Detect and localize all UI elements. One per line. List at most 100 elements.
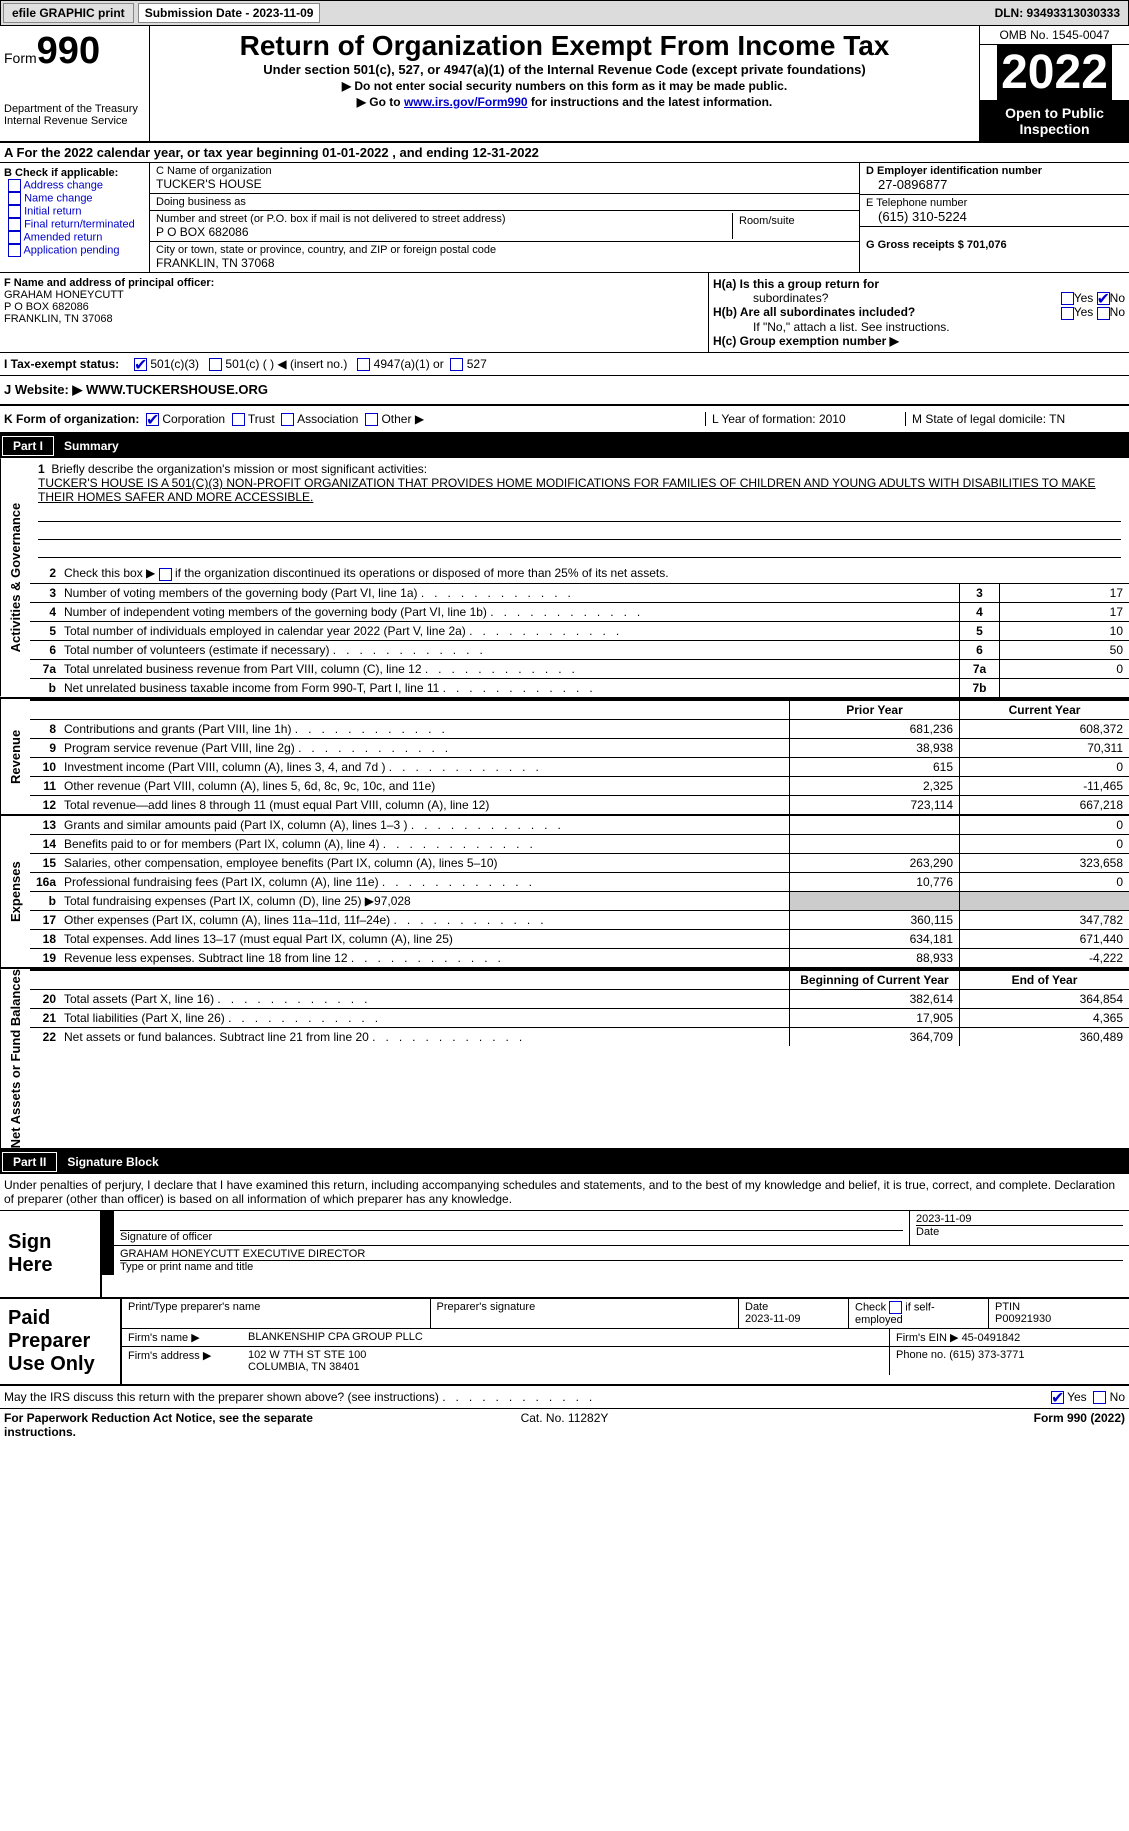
l6-desc: Total number of volunteers (estimate if … [60,641,959,659]
section-net-assets: Net Assets or Fund Balances Beginning of… [0,969,1129,1150]
part1-num: Part I [2,436,54,456]
prep-date: 2023-11-09 [745,1313,800,1325]
col-f-officer: F Name and address of principal officer:… [0,273,709,352]
part1-header: Part I Summary [0,434,1129,458]
paperwork-notice: For Paperwork Reduction Act Notice, see … [4,1411,378,1439]
hb-yes-no[interactable]: Yes No [1061,305,1125,319]
l3-val: 17 [999,584,1129,602]
row-k-org-form: K Form of organization: Corporation Trus… [0,406,1129,434]
section-activities-governance: Activities & Governance 1 Briefly descri… [0,458,1129,698]
officer-label: F Name and address of principal officer: [4,277,704,289]
firm-phone: (615) 373-3771 [949,1349,1024,1361]
officer-name-title: GRAHAM HONEYCUTT EXECUTIVE DIRECTOR [120,1248,1123,1261]
cb-527[interactable]: 527 [450,357,486,371]
col-b-checkboxes: B Check if applicable: Address change Na… [0,163,150,272]
paid-preparer-area: Paid Preparer Use Only Print/Type prepar… [0,1299,1129,1386]
cb-address-change[interactable]: Address change [8,179,145,192]
arrow-icon [102,1211,114,1245]
arrow-icon [102,1246,114,1275]
vlabel-expenses: Expenses [0,816,30,967]
l5-val: 10 [999,622,1129,640]
part2-title: Signature Block [59,1153,1129,1171]
officer-addr: P O BOX 682086 [4,301,704,313]
cb-amended-return[interactable]: Amended return [8,231,145,244]
cb-other[interactable]: Other ▶ [365,412,424,426]
addr-value: P O BOX 682086 [156,225,732,239]
row-a-calendar-year: A For the 2022 calendar year, or tax yea… [0,143,1129,163]
city-label: City or town, state or province, country… [156,244,853,256]
cb-trust[interactable]: Trust [232,412,275,426]
l5-desc: Total number of individuals employed in … [60,622,959,640]
self-employed[interactable]: Check if self-employed [849,1299,989,1328]
cb-final-return[interactable]: Final return/terminated [8,218,145,231]
header-line2: ▶ Go to www.irs.gov/Form990 for instruct… [154,95,975,109]
eoy-hdr: End of Year [959,971,1129,989]
part2-num: Part II [2,1152,57,1172]
dln: DLN: 93493313030333 [995,6,1126,20]
declaration-text: Under penalties of perjury, I declare th… [0,1174,1129,1211]
hc-label: H(c) Group exemption number ▶ [713,334,1125,348]
ha-yes-no[interactable]: Yes No [1061,291,1125,305]
l4-desc: Number of independent voting members of … [60,603,959,621]
officer-name: GRAHAM HONEYCUTT [4,289,704,301]
org-name: TUCKER'S HOUSE [156,177,853,191]
l7a-desc: Total unrelated business revenue from Pa… [60,660,959,678]
cb-501c3[interactable]: 501(c)(3) [134,357,199,371]
dba-label: Doing business as [156,196,853,208]
cb-4947[interactable]: 4947(a)(1) or [357,357,443,371]
sig-date-label: Date [916,1226,1123,1238]
form-number: 990 [37,30,100,72]
form-label: Form [4,50,37,66]
l7b-desc: Net unrelated business taxable income fr… [60,679,959,697]
officer-city: FRANKLIN, TN 37068 [4,313,704,325]
l3-desc: Number of voting members of the governin… [60,584,959,602]
omb-number: OMB No. 1545-0047 [980,26,1129,45]
sign-here-label: Sign Here [0,1211,100,1297]
section-f-h: F Name and address of principal officer:… [0,273,1129,353]
addr-label: Number and street (or P.O. box if mail i… [156,213,732,225]
part1-title: Summary [56,437,1129,455]
ein-value: 27-0896877 [866,177,1123,192]
form-ref: Form 990 (2022) [751,1411,1125,1439]
cb-application-pending[interactable]: Application pending [8,244,145,257]
top-toolbar: efile GRAPHIC print Submission Date - 20… [0,0,1129,26]
cb-name-change[interactable]: Name change [8,192,145,205]
prep-sig-hdr: Preparer's signature [431,1299,740,1328]
l7a-val: 0 [999,660,1129,678]
cb-501c[interactable]: 501(c) ( ) ◀ (insert no.) [209,357,347,371]
irs-link[interactable]: www.irs.gov/Form990 [404,95,528,109]
l1-label: Briefly describe the organization's miss… [51,462,427,476]
firm-name: BLANKENSHIP CPA GROUP PLLC [242,1329,889,1346]
sig-officer-label: Signature of officer [120,1231,903,1243]
cb-initial-return[interactable]: Initial return [8,205,145,218]
phone-label: E Telephone number [866,197,1123,209]
form-title: Return of Organization Exempt From Incom… [154,30,975,62]
col-h-group: H(a) Is this a group return for subordin… [709,273,1129,352]
cb-assoc[interactable]: Association [281,412,358,426]
gross-receipts: G Gross receipts $ 701,076 [866,239,1123,251]
paid-preparer-label: Paid Preparer Use Only [0,1299,120,1384]
may-yes-no[interactable]: Yes No [1051,1390,1125,1404]
row-i-tax-status: I Tax-exempt status: 501(c)(3) 501(c) ( … [0,353,1129,376]
sign-here-area: Sign Here Signature of officer 2023-11-0… [0,1211,1129,1299]
col-c-org-info: C Name of organizationTUCKER'S HOUSE Doi… [150,163,859,272]
l2-desc: Check this box ▶ if the organization dis… [60,564,1129,582]
firm-addr2: COLUMBIA, TN 38401 [248,1361,360,1373]
page-footer: For Paperwork Reduction Act Notice, see … [0,1409,1129,1441]
cb-corp[interactable]: Corporation [146,412,225,426]
boy-hdr: Beginning of Current Year [789,971,959,989]
vlabel-revenue: Revenue [0,699,30,814]
efile-print-button[interactable]: efile GRAPHIC print [3,3,134,23]
org-name-label: C Name of organization [156,165,853,177]
year-formation: L Year of formation: 2010 [705,412,905,426]
current-year-hdr: Current Year [959,701,1129,719]
form-header: Form990 Department of the Treasury Inter… [0,26,1129,143]
name-title-label: Type or print name and title [120,1261,1123,1273]
section-b-to-g: B Check if applicable: Address change Na… [0,163,1129,273]
ein-label: D Employer identification number [866,165,1123,177]
vlabel-activities: Activities & Governance [0,458,30,696]
tax-year: 2022 [997,45,1112,100]
city-value: FRANKLIN, TN 37068 [156,256,853,270]
room-suite-label: Room/suite [733,213,853,239]
form-subtitle: Under section 501(c), 527, or 4947(a)(1)… [154,62,975,77]
